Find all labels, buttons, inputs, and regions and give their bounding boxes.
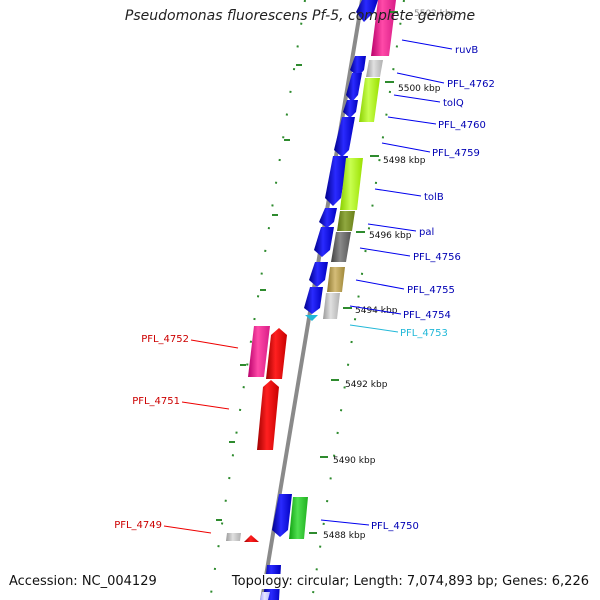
label-PFL_4754[interactable]: PFL_4754 (403, 310, 451, 321)
ruler-label: 5492 kbp (345, 380, 388, 390)
gene-PFL_4749-category[interactable] (226, 533, 241, 541)
gene-PFL_4749-arrow[interactable] (244, 535, 259, 542)
forward-strand-genes (260, 0, 378, 600)
ruler: 5502 kbp 5500 kbp 5498 kbp 5496 kbp 5494… (309, 9, 457, 541)
gene-ruvB-category[interactable] (371, 0, 396, 56)
label-PFL_4751[interactable]: PFL_4751 (132, 396, 180, 407)
label-PFL_4759[interactable]: PFL_4759 (432, 148, 480, 159)
gene-PFL_4762-category[interactable] (366, 60, 383, 77)
gene-PFL_4755-arrow[interactable] (309, 262, 328, 287)
ruler-label: 5498 kbp (383, 156, 426, 166)
outer-track-ticks (216, 64, 302, 521)
label-tolB[interactable]: tolB (424, 192, 444, 203)
gene-pal-arrow[interactable] (319, 208, 337, 228)
label-PFL_4753[interactable]: PFL_4753 (400, 328, 448, 339)
gene-PFL_4756-category[interactable] (331, 232, 351, 262)
scale-track-outer (209, 0, 306, 600)
gene-pal-category[interactable] (337, 211, 355, 231)
gene-PFL_4754-arrow[interactable] (304, 287, 323, 314)
gene-tolQ-arrow[interactable] (346, 73, 362, 102)
left-labels: PFL_4752 PFL_4751 PFL_4749 (114, 334, 239, 534)
gene-PFL_4750-arrow[interactable] (272, 494, 292, 537)
gene-PFL_4762-arrow[interactable] (350, 56, 366, 77)
label-PFL_4762[interactable]: PFL_4762 (447, 79, 495, 90)
ruler-label: 5488 kbp (323, 531, 366, 541)
ruler-label: 5496 kbp (369, 231, 412, 241)
label-tolQ[interactable]: tolQ (443, 98, 464, 109)
label-PFL_4752[interactable]: PFL_4752 (141, 334, 189, 345)
gene-PFL_4751-arrow[interactable] (257, 380, 279, 450)
label-PFL_4750[interactable]: PFL_4750 (371, 521, 419, 532)
label-PFL_4749[interactable]: PFL_4749 (114, 520, 162, 531)
right-labels: ruvB PFL_4762 tolQ PFL_4760 PFL_4759 tol… (320, 39, 495, 532)
label-ruvB[interactable]: ruvB (455, 45, 478, 56)
ruler-label: 5500 kbp (398, 84, 441, 94)
gene-PFL_4753-arrow[interactable] (305, 315, 318, 321)
accession-label: Accession: NC_004129 (7, 574, 159, 589)
label-PFL_4756[interactable]: PFL_4756 (413, 252, 461, 263)
gene-PFL_4752-category[interactable] (248, 326, 270, 377)
gene-PFL_4752-arrow[interactable] (266, 328, 287, 379)
ruler-label: 5494 kbp (355, 306, 398, 316)
gene-PFL_4750-category[interactable] (289, 497, 308, 539)
gene-PFL_4760-arrow[interactable] (343, 100, 358, 118)
label-PFL_4755[interactable]: PFL_4755 (407, 285, 455, 296)
label-PFL_4760[interactable]: PFL_4760 (438, 120, 486, 131)
map-title: Pseudomonas fluorescens Pf-5, complete g… (124, 8, 476, 24)
gene-ruvB-region[interactable] (356, 0, 378, 22)
label-pal[interactable]: pal (419, 227, 434, 238)
gene-tolB-arrow[interactable] (325, 156, 348, 206)
reverse-strand-genes (226, 326, 287, 542)
gene-PFL_4754-category[interactable] (323, 293, 340, 319)
gene-PFL_4759-arrow[interactable] (334, 117, 355, 157)
ruler-label: 5502 kbp (414, 9, 457, 19)
gene-tolB-category[interactable] (340, 158, 363, 210)
gene-tolQ-category[interactable] (359, 78, 380, 122)
gene-PFL_4755-category[interactable] (327, 267, 345, 292)
genome-summary: Topology: circular; Length: 7,074,893 bp… (229, 574, 591, 589)
gene-PFL_4756-arrow[interactable] (314, 227, 334, 257)
gene-bottom-light-arrow[interactable] (260, 592, 270, 600)
ruler-label: 5490 kbp (333, 456, 376, 466)
category-genes (289, 0, 396, 539)
